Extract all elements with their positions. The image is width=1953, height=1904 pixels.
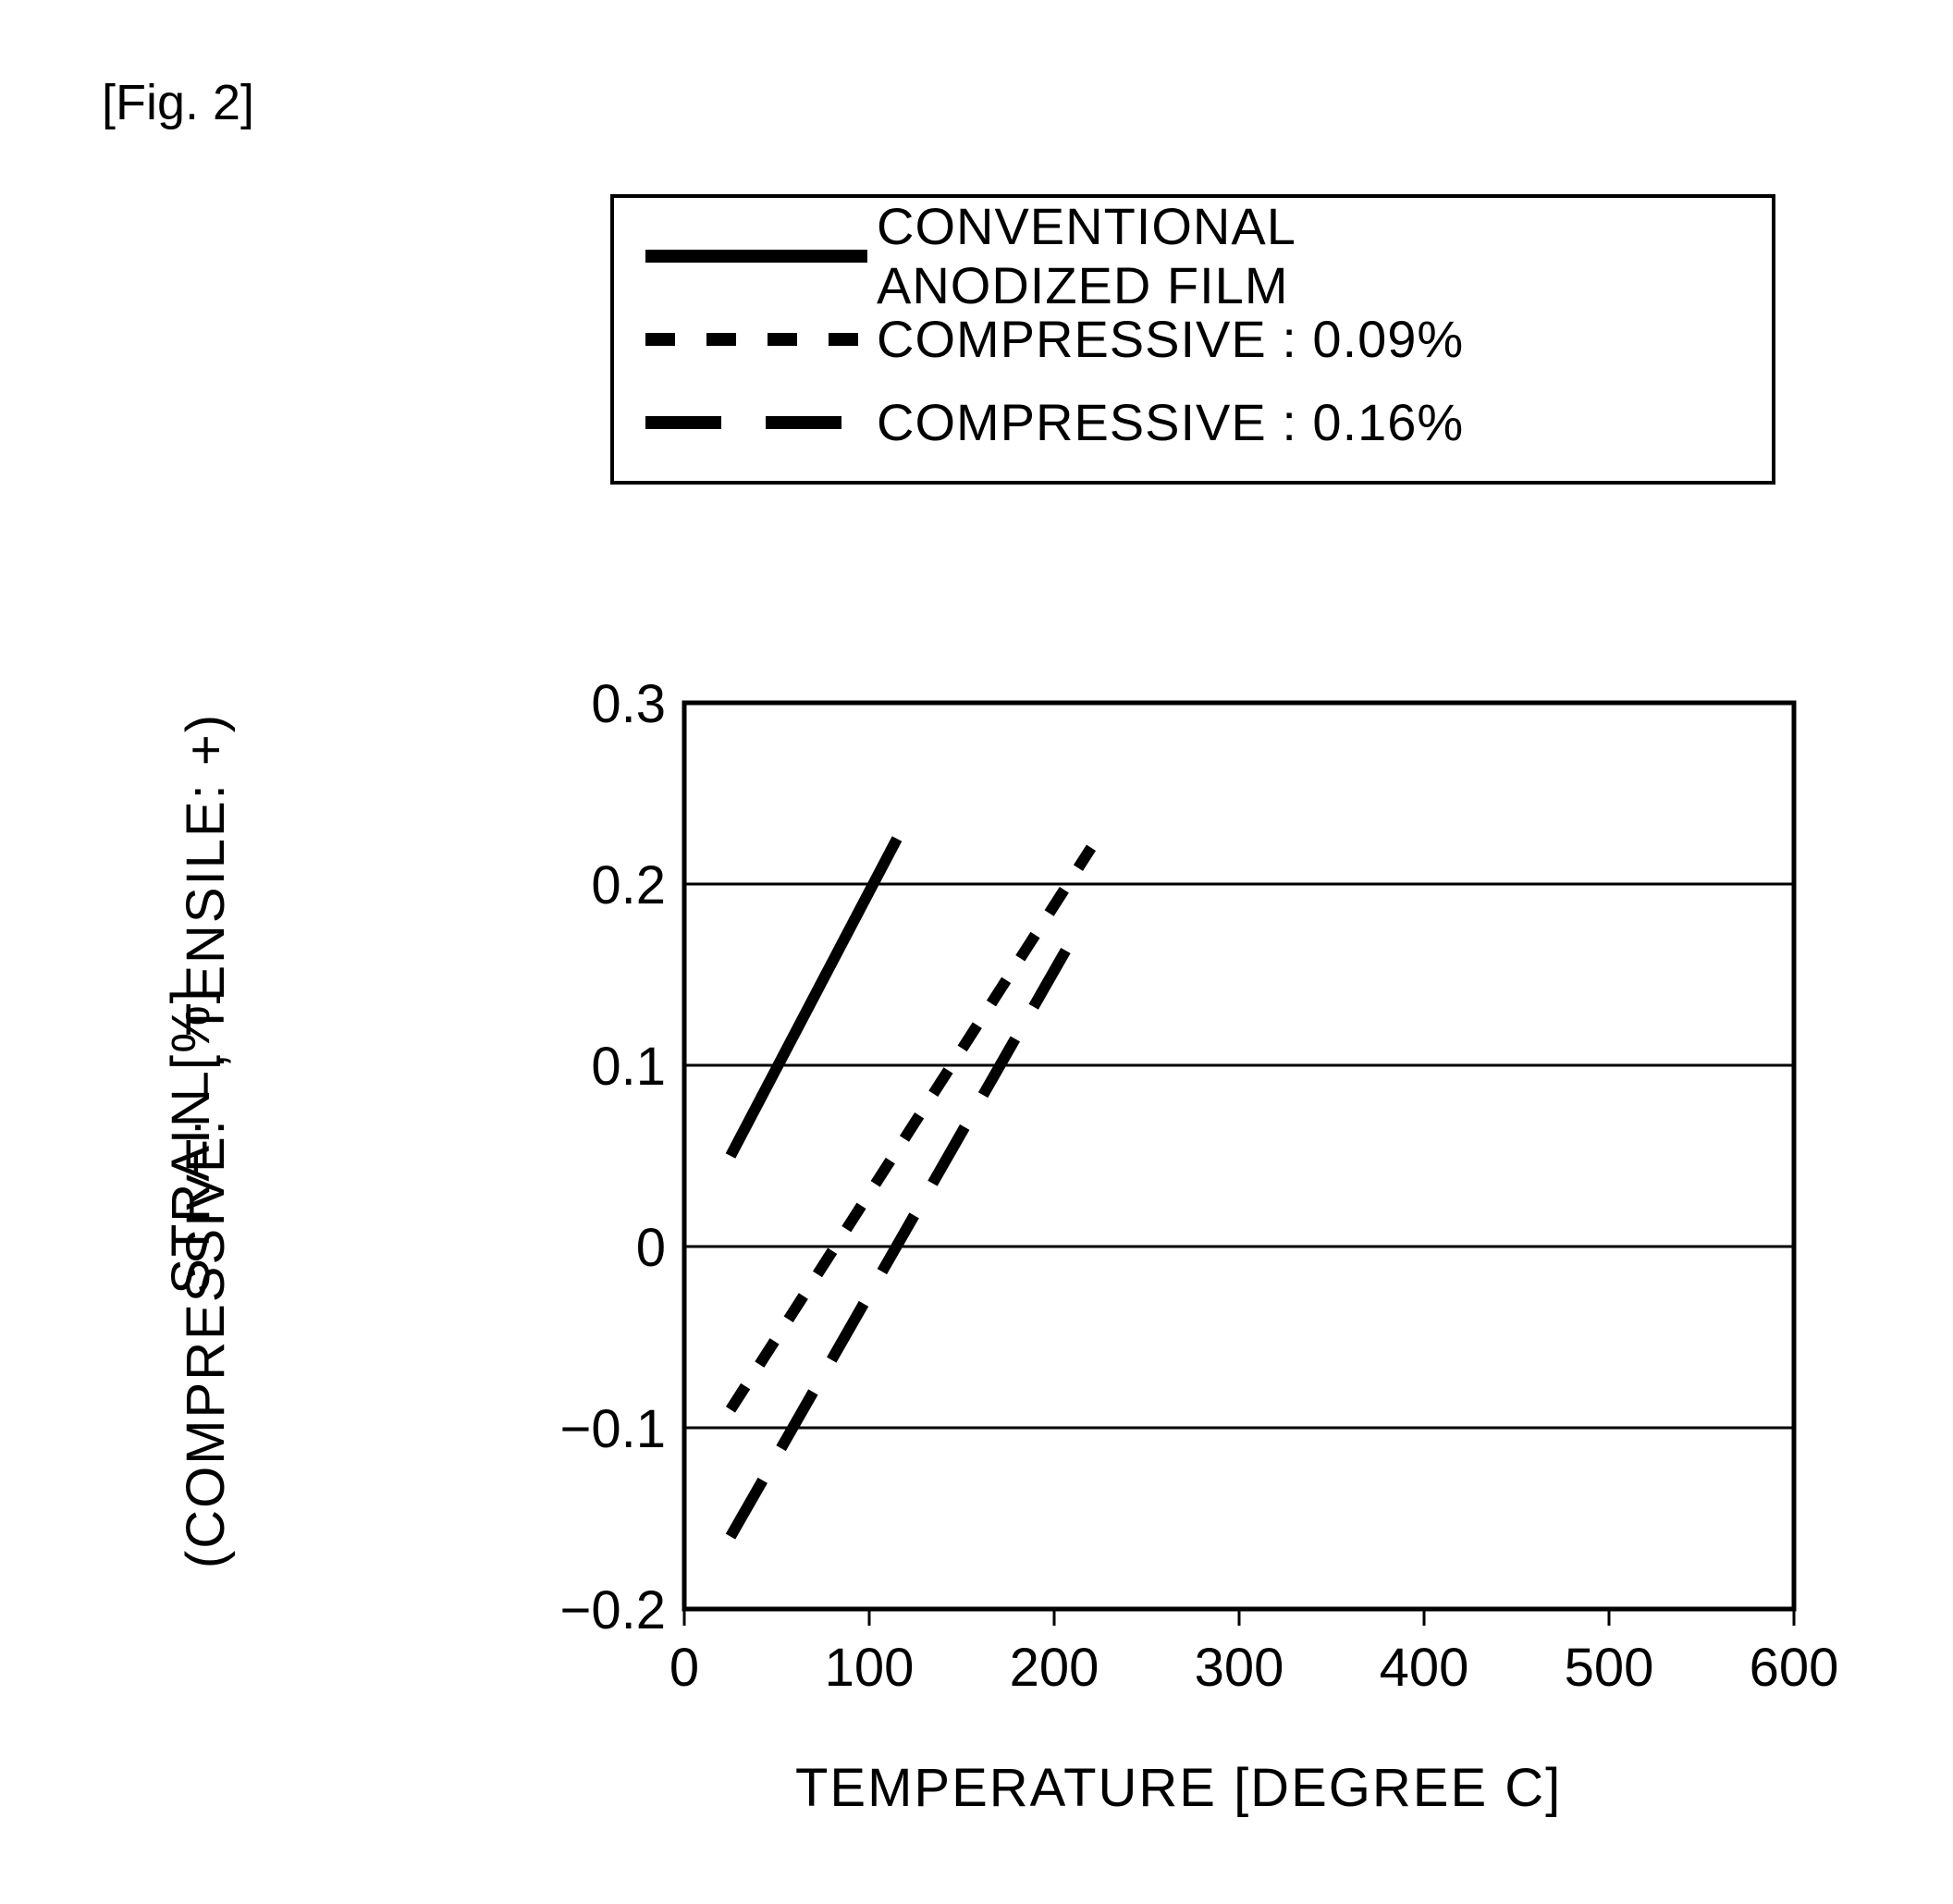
legend-item-compressive-009: COMPRESSIVE : 0.09% — [636, 298, 1750, 381]
chart: STRAIN [%] (COMPRESSIVE: −, TENSILE: +) … — [166, 657, 1849, 1849]
x-tick-label: 500 — [1554, 1637, 1664, 1699]
y-tick-label: 0.2 — [527, 854, 666, 916]
legend-item-compressive-016: COMPRESSIVE : 0.16% — [636, 381, 1750, 464]
x-tick-label: 400 — [1369, 1637, 1480, 1699]
legend-swatch-long-dash-icon — [636, 381, 877, 464]
legend: CONVENTIONAL ANODIZED FILM COMPRESSIVE :… — [610, 194, 1775, 485]
y-tick-label: −0.1 — [527, 1398, 666, 1460]
figure-label: [Fig. 2] — [102, 74, 254, 131]
x-axis-title: TEMPERATURE [DEGREE C] — [795, 1757, 1562, 1819]
x-tick-label: 200 — [999, 1637, 1110, 1699]
legend-label: CONVENTIONAL ANODIZED FILM — [877, 197, 1296, 316]
y-tick-label: 0 — [527, 1217, 666, 1279]
legend-swatch-solid-icon — [636, 215, 877, 298]
x-tick-label: 600 — [1738, 1637, 1849, 1699]
legend-swatch-short-dash-icon — [636, 298, 877, 381]
y-tick-label: −0.2 — [527, 1579, 666, 1641]
page-root: [Fig. 2] CONVENTIONAL ANODIZED FILM COMP… — [0, 0, 1953, 1904]
y-axis-title-line2: (COMPRESSIVE: −, TENSILE: +) — [175, 713, 237, 1568]
legend-label: COMPRESSIVE : 0.16% — [877, 393, 1464, 452]
legend-item-conventional: CONVENTIONAL ANODIZED FILM — [636, 215, 1750, 298]
plot-area — [666, 684, 1812, 1628]
y-tick-label: 0.1 — [527, 1036, 666, 1098]
y-tick-label: 0.3 — [527, 673, 666, 735]
x-tick-label: 300 — [1184, 1637, 1295, 1699]
x-tick-label: 0 — [629, 1637, 740, 1699]
y-axis-title-group: STRAIN [%] (COMPRESSIVE: −, TENSILE: +) — [166, 657, 314, 1600]
x-tick-label: 100 — [814, 1637, 925, 1699]
legend-label: COMPRESSIVE : 0.09% — [877, 310, 1464, 369]
